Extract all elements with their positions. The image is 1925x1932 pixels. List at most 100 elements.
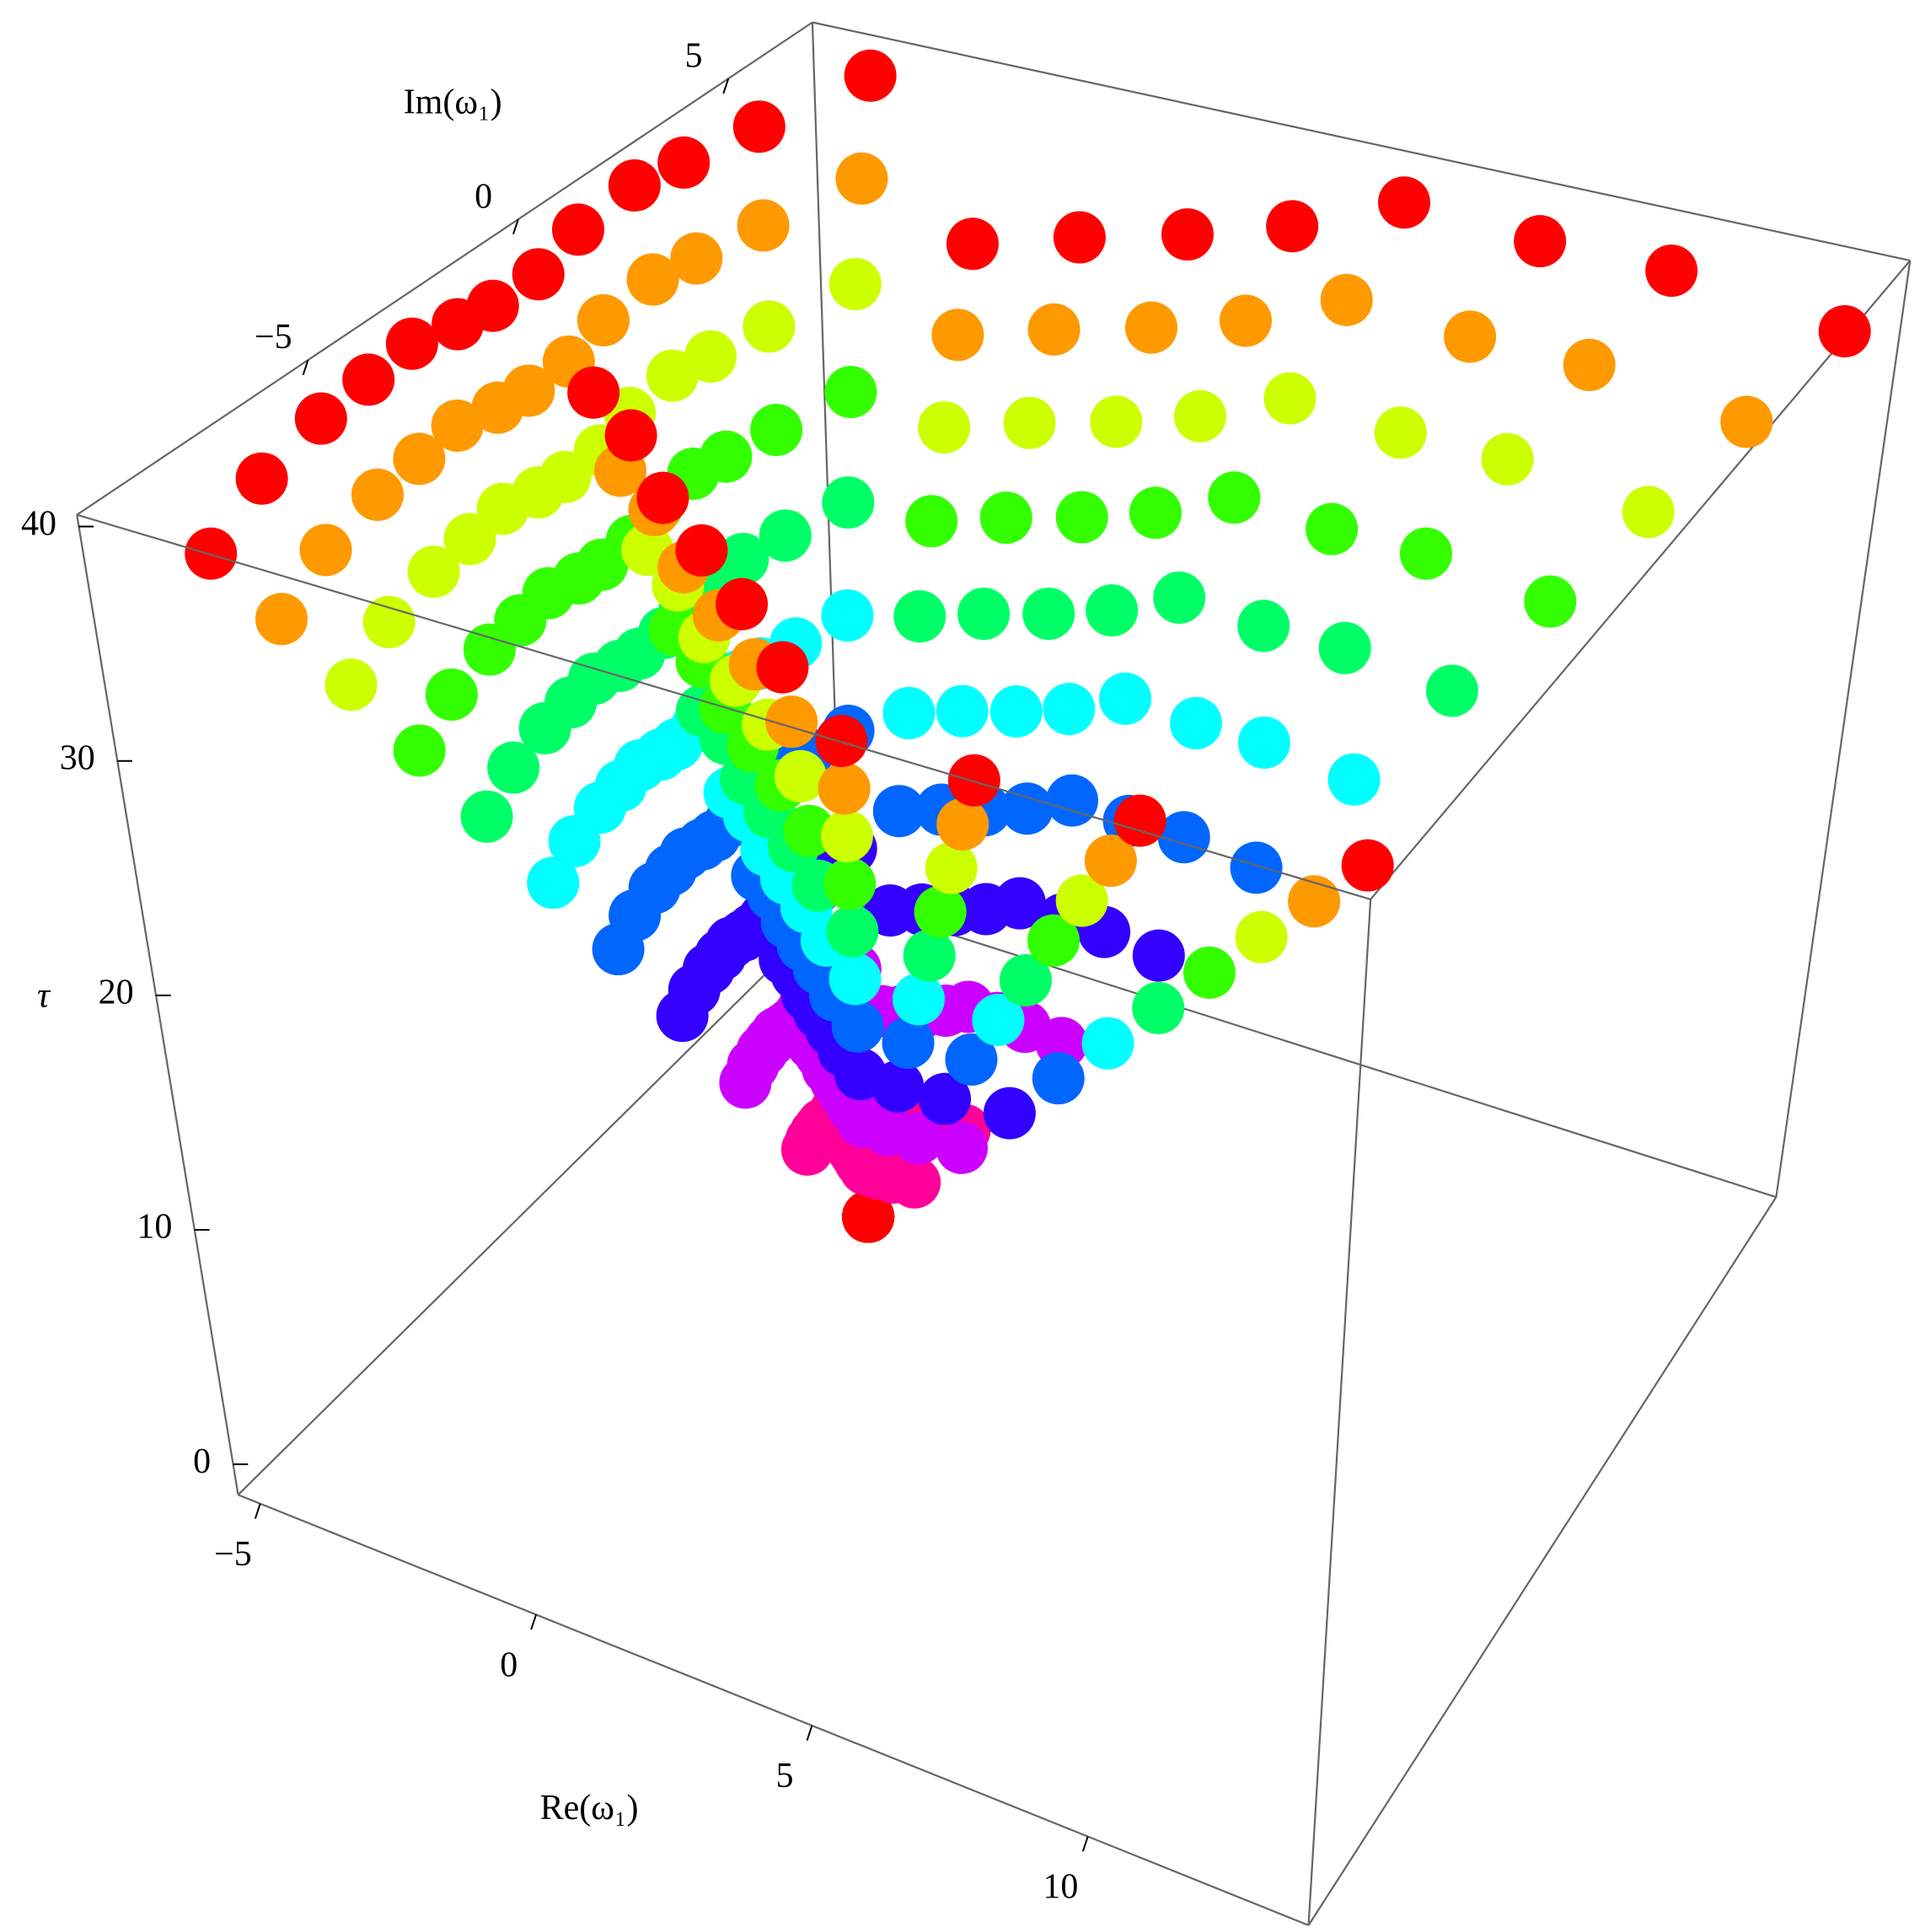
point (675, 524, 728, 577)
box-edge (237, 899, 842, 1496)
point (1288, 875, 1341, 928)
tick-label: 0 (500, 1645, 517, 1684)
point (936, 684, 989, 738)
point (1235, 910, 1288, 963)
point (1220, 294, 1273, 347)
box-edge (1307, 899, 1372, 1926)
point (431, 399, 484, 452)
point (235, 452, 288, 505)
point (1055, 874, 1108, 927)
point (512, 248, 565, 301)
point (576, 294, 630, 347)
point (1084, 835, 1137, 888)
point (385, 317, 438, 370)
tick-mark (302, 359, 309, 376)
point (882, 1017, 935, 1070)
point (1125, 301, 1178, 354)
tick-mark (1081, 1836, 1089, 1852)
box-edge (1307, 1196, 1778, 1926)
point (1399, 527, 1452, 580)
point (518, 701, 571, 754)
point (936, 1121, 989, 1174)
point (351, 468, 404, 521)
point (1327, 753, 1381, 806)
point (476, 482, 529, 535)
point (824, 366, 877, 419)
point (1032, 1052, 1085, 1105)
point (780, 1123, 834, 1176)
point (1027, 303, 1080, 356)
point (1444, 310, 1497, 363)
point (1043, 683, 1096, 736)
point (756, 641, 809, 694)
box-edge (1370, 260, 1912, 900)
point (831, 1000, 884, 1053)
point (1086, 584, 1139, 637)
tick-label: 0 (475, 177, 492, 216)
point (983, 1087, 1036, 1140)
tick-mark (806, 1725, 813, 1741)
tick-label: −5 (214, 1535, 252, 1574)
tick-label: −5 (255, 318, 292, 357)
tick-label: 5 (776, 1757, 794, 1795)
point (1237, 599, 1290, 652)
tick-label: 30 (60, 738, 95, 777)
point (931, 309, 984, 362)
point (299, 523, 352, 577)
point (882, 686, 936, 739)
point (460, 790, 513, 843)
point (1161, 208, 1214, 261)
tick-label: 10 (1043, 1868, 1078, 1907)
point (1481, 432, 1534, 486)
point (979, 491, 1032, 545)
point (1818, 304, 1871, 357)
tick-label: 10 (137, 1208, 172, 1247)
point (1099, 672, 1152, 725)
point (1524, 575, 1577, 628)
tick-label: 0 (193, 1442, 211, 1481)
point (1263, 372, 1316, 425)
point (604, 409, 657, 462)
point (1378, 176, 1431, 229)
point (945, 1033, 998, 1086)
point (567, 366, 620, 419)
point (425, 668, 478, 721)
point (1318, 621, 1371, 674)
point (828, 257, 882, 310)
point (844, 49, 897, 102)
box-edge (76, 514, 239, 1495)
point (716, 577, 769, 631)
point (1132, 929, 1185, 982)
point (946, 217, 999, 271)
point (821, 589, 874, 642)
tick-mark (254, 1503, 261, 1519)
box-edge (1775, 260, 1912, 1198)
point (362, 595, 416, 648)
point (1090, 395, 1143, 448)
point (1113, 794, 1166, 847)
point (835, 152, 888, 205)
point (842, 1190, 895, 1243)
point (463, 623, 516, 676)
point (656, 990, 709, 1043)
point (905, 495, 958, 548)
point (487, 741, 540, 794)
z-axis-label: τ (37, 976, 51, 1015)
point (719, 1056, 772, 1109)
point (657, 136, 710, 189)
point (737, 199, 790, 252)
point (1081, 1017, 1134, 1070)
point (342, 353, 395, 406)
point (957, 588, 1011, 641)
point (925, 841, 978, 894)
point (1341, 839, 1394, 892)
point (732, 100, 786, 153)
point (1645, 244, 1698, 298)
point (820, 809, 873, 862)
point (826, 904, 879, 958)
point (670, 232, 723, 285)
point (743, 300, 796, 353)
point (255, 593, 308, 646)
tick-mark (512, 218, 519, 235)
tick-mark (722, 78, 730, 94)
